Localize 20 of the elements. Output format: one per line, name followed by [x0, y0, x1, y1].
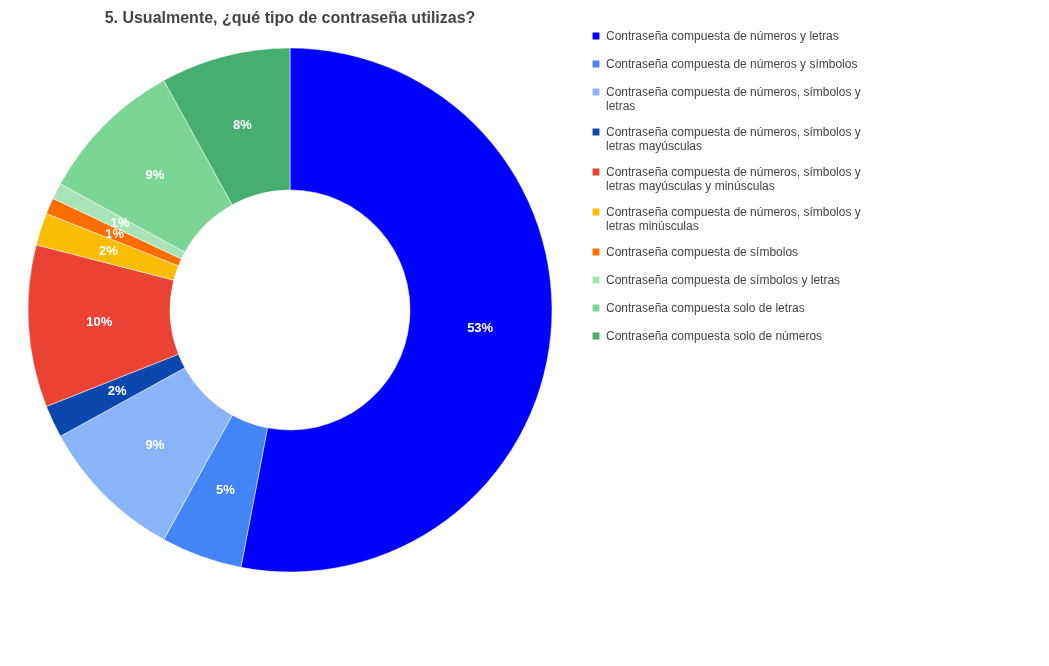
- legend-label: Contraseña compuesta de números y símbolos: [606, 57, 858, 71]
- data-label: 1%: [105, 226, 125, 242]
- legend-label: Contraseña compuesta solo de números: [606, 329, 823, 343]
- legend-label: Contraseña compuesta solo de letras: [606, 301, 805, 315]
- legend-label: Contraseña compuesta de números y letras: [606, 29, 839, 43]
- data-label: 5%: [215, 481, 236, 497]
- legend-label: Contraseña compuesta de números, símbolos y letras: [606, 85, 861, 113]
- legend-label: Contraseña compuesta de símbolos y letras: [606, 273, 841, 287]
- legend-label: Contraseña compuesta de números, símbolos y letras minúsculas: [606, 205, 861, 233]
- legend-label: Contraseña compuesta de números, símbolos y letras mayúsculas: [606, 125, 861, 153]
- legend-label: Contraseña compuesta de números, símbolos y letras mayúsculas y minúsculas: [606, 165, 861, 193]
- data-label: 53%: [467, 319, 494, 335]
- data-label: 8%: [233, 117, 253, 132]
- data-label: 2%: [98, 242, 119, 258]
- data-label: 9%: [145, 437, 165, 453]
- data-label: 9%: [145, 166, 165, 182]
- chart-title: 5. Usualmente, ¿qué tipo de contraseña utilizas?: [104, 9, 476, 26]
- legend-label: Contraseña compuesta de símbolos: [606, 245, 799, 259]
- data-label: 10%: [86, 313, 113, 329]
- data-label: 2%: [107, 383, 128, 399]
